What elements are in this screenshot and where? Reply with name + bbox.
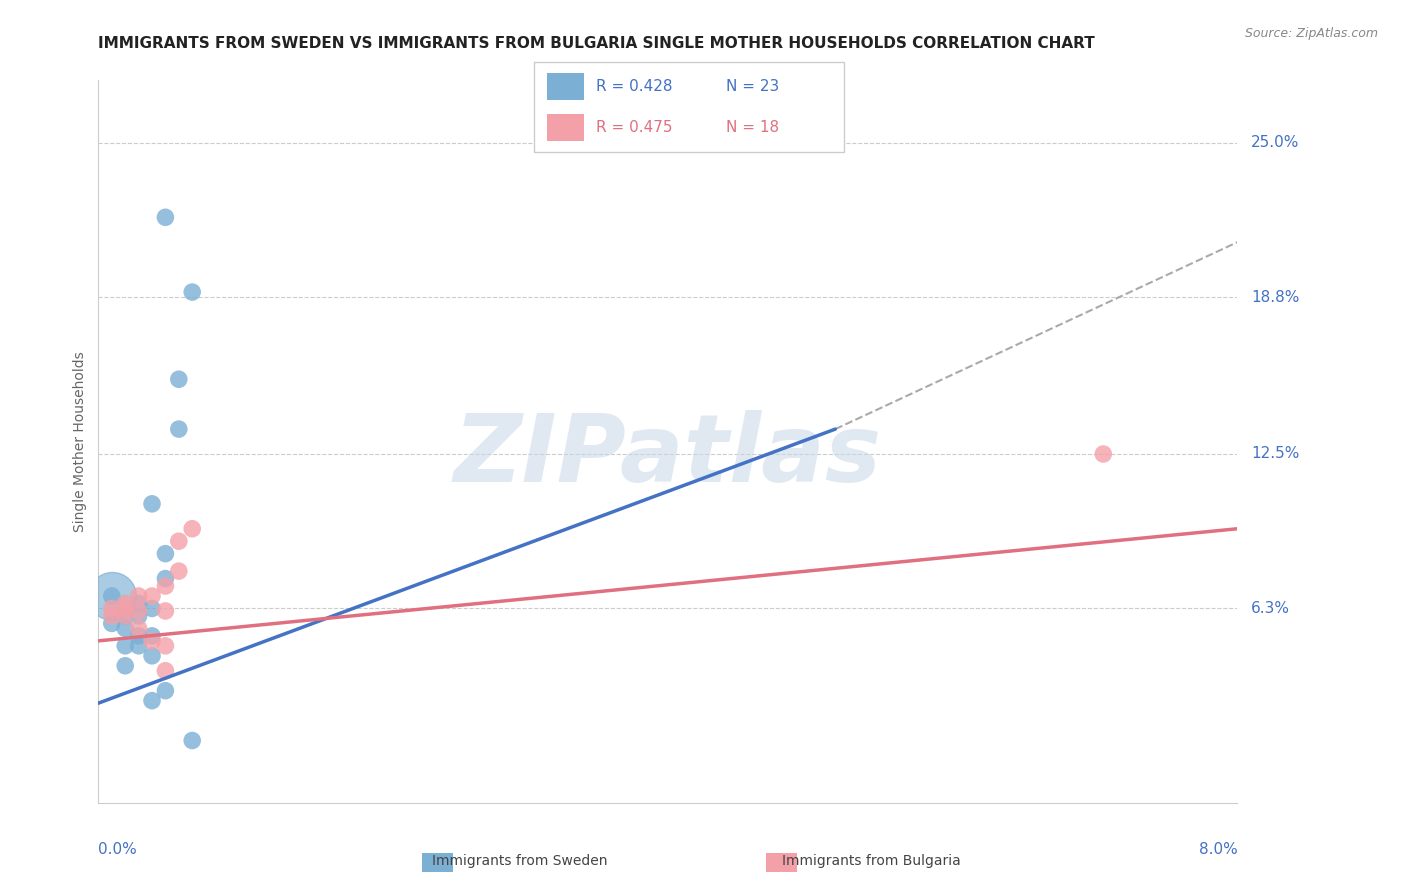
Point xyxy=(114,621,136,635)
Point xyxy=(155,579,177,593)
Point xyxy=(114,609,136,624)
Point xyxy=(101,589,124,603)
Point xyxy=(141,629,163,643)
Point xyxy=(167,564,190,578)
Point xyxy=(155,211,177,225)
Point xyxy=(114,597,136,611)
Point xyxy=(1092,447,1115,461)
Text: 12.5%: 12.5% xyxy=(1251,447,1299,461)
Point xyxy=(167,422,190,436)
Point xyxy=(141,633,163,648)
FancyBboxPatch shape xyxy=(534,62,844,152)
Text: Immigrants from Bulgaria: Immigrants from Bulgaria xyxy=(782,854,962,868)
Point xyxy=(155,547,177,561)
Point xyxy=(128,621,150,635)
Point xyxy=(114,601,136,615)
Text: 8.0%: 8.0% xyxy=(1198,842,1237,856)
Point xyxy=(128,597,150,611)
Text: R = 0.428: R = 0.428 xyxy=(596,79,672,94)
Point xyxy=(141,497,163,511)
Point xyxy=(141,648,163,663)
Point xyxy=(155,604,177,618)
Point xyxy=(141,601,163,615)
Point xyxy=(167,372,190,386)
Point xyxy=(101,609,124,624)
Point xyxy=(101,616,124,631)
Point xyxy=(128,589,150,603)
Point xyxy=(141,589,163,603)
Text: 6.3%: 6.3% xyxy=(1251,601,1291,616)
Point xyxy=(101,601,124,615)
Text: 18.8%: 18.8% xyxy=(1251,290,1299,304)
Point xyxy=(181,522,204,536)
FancyBboxPatch shape xyxy=(547,73,583,100)
Text: Immigrants from Sweden: Immigrants from Sweden xyxy=(433,854,607,868)
Point xyxy=(114,658,136,673)
Text: IMMIGRANTS FROM SWEDEN VS IMMIGRANTS FROM BULGARIA SINGLE MOTHER HOUSEHOLDS CORR: IMMIGRANTS FROM SWEDEN VS IMMIGRANTS FRO… xyxy=(98,36,1095,51)
Point xyxy=(181,733,204,747)
Point xyxy=(128,629,150,643)
Point xyxy=(101,589,124,603)
Text: N = 18: N = 18 xyxy=(725,120,779,135)
Text: R = 0.475: R = 0.475 xyxy=(596,120,672,135)
Point xyxy=(141,693,163,707)
Point xyxy=(114,639,136,653)
Point xyxy=(155,572,177,586)
Text: N = 23: N = 23 xyxy=(725,79,779,94)
Point xyxy=(155,639,177,653)
Text: 25.0%: 25.0% xyxy=(1251,135,1299,150)
Text: 0.0%: 0.0% xyxy=(98,842,138,856)
Point xyxy=(114,609,136,624)
Y-axis label: Single Mother Households: Single Mother Households xyxy=(73,351,87,532)
Point xyxy=(167,534,190,549)
Text: Source: ZipAtlas.com: Source: ZipAtlas.com xyxy=(1244,27,1378,40)
Point xyxy=(128,604,150,618)
Point xyxy=(128,609,150,624)
Point xyxy=(155,664,177,678)
Text: ZIPatlas: ZIPatlas xyxy=(454,410,882,502)
Point xyxy=(181,285,204,299)
Point xyxy=(128,639,150,653)
Point xyxy=(155,683,177,698)
FancyBboxPatch shape xyxy=(547,114,583,141)
